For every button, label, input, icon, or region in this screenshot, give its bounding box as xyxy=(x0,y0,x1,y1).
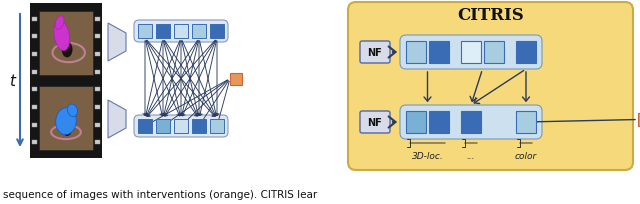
Bar xyxy=(156,25,170,39)
Text: NF: NF xyxy=(367,118,382,127)
Bar xyxy=(32,123,37,127)
Bar xyxy=(210,25,224,39)
Bar xyxy=(30,4,102,158)
Bar xyxy=(210,119,224,133)
Bar xyxy=(638,113,640,126)
FancyBboxPatch shape xyxy=(400,36,542,70)
Bar xyxy=(95,35,100,39)
Bar xyxy=(32,35,37,39)
Bar xyxy=(32,141,37,145)
Text: NF: NF xyxy=(367,48,382,58)
Text: t: t xyxy=(9,74,15,89)
Text: 3D-loc.: 3D-loc. xyxy=(412,151,444,160)
Bar xyxy=(174,119,188,133)
Ellipse shape xyxy=(61,42,72,58)
Bar xyxy=(138,119,152,133)
Bar xyxy=(95,53,100,57)
Text: sequence of images with interventions (orange). CITRIS lear: sequence of images with interventions (o… xyxy=(3,189,317,199)
Bar xyxy=(429,111,449,133)
Bar xyxy=(516,42,536,64)
Bar xyxy=(429,42,449,64)
FancyBboxPatch shape xyxy=(360,111,390,133)
FancyBboxPatch shape xyxy=(348,3,633,170)
Ellipse shape xyxy=(54,21,70,51)
Ellipse shape xyxy=(67,104,77,117)
Bar xyxy=(95,70,100,74)
Bar xyxy=(192,25,206,39)
Ellipse shape xyxy=(62,123,72,136)
Bar xyxy=(230,73,242,85)
Text: CITRIS: CITRIS xyxy=(457,8,524,24)
Bar xyxy=(95,123,100,127)
Polygon shape xyxy=(108,24,126,62)
Bar xyxy=(138,25,152,39)
FancyBboxPatch shape xyxy=(134,115,228,137)
Ellipse shape xyxy=(55,17,64,30)
Bar xyxy=(461,111,481,133)
Bar xyxy=(32,53,37,57)
Bar xyxy=(406,111,426,133)
Bar xyxy=(32,88,37,92)
FancyBboxPatch shape xyxy=(400,105,542,139)
Polygon shape xyxy=(108,101,126,138)
Bar xyxy=(156,119,170,133)
Bar xyxy=(32,105,37,110)
Bar xyxy=(32,18,37,22)
Bar xyxy=(406,42,426,64)
Text: color: color xyxy=(515,151,537,160)
FancyBboxPatch shape xyxy=(134,21,228,43)
Bar xyxy=(174,25,188,39)
Bar xyxy=(39,12,93,76)
Bar xyxy=(39,86,93,150)
Bar xyxy=(95,18,100,22)
Bar xyxy=(95,88,100,92)
Bar xyxy=(484,42,504,64)
FancyBboxPatch shape xyxy=(360,42,390,64)
Bar xyxy=(516,111,536,133)
Bar xyxy=(95,141,100,145)
Bar xyxy=(32,70,37,74)
Ellipse shape xyxy=(56,108,76,135)
Bar xyxy=(95,105,100,110)
Bar xyxy=(192,119,206,133)
Text: ...: ... xyxy=(467,151,476,160)
Bar xyxy=(461,42,481,64)
